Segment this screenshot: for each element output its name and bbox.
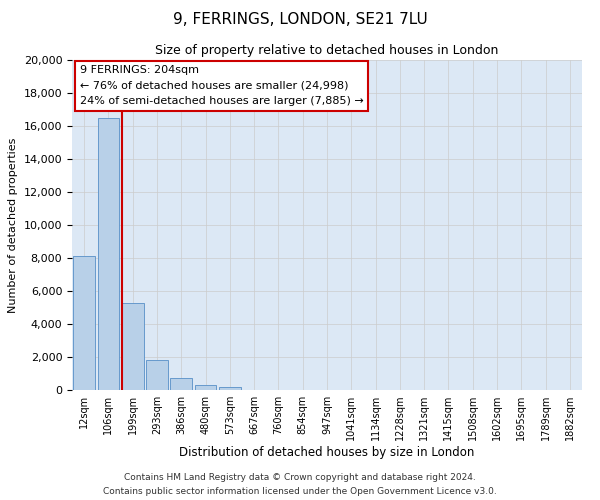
Text: 9, FERRINGS, LONDON, SE21 7LU: 9, FERRINGS, LONDON, SE21 7LU bbox=[173, 12, 427, 28]
Bar bbox=[219, 386, 241, 390]
Text: Contains public sector information licensed under the Open Government Licence v3: Contains public sector information licen… bbox=[103, 488, 497, 496]
Title: Size of property relative to detached houses in London: Size of property relative to detached ho… bbox=[155, 44, 499, 58]
Y-axis label: Number of detached properties: Number of detached properties bbox=[8, 138, 18, 312]
Bar bbox=[170, 378, 192, 390]
Bar bbox=[122, 302, 143, 390]
X-axis label: Distribution of detached houses by size in London: Distribution of detached houses by size … bbox=[179, 446, 475, 459]
Text: Contains HM Land Registry data © Crown copyright and database right 2024.: Contains HM Land Registry data © Crown c… bbox=[124, 472, 476, 482]
Text: 9 FERRINGS: 204sqm
← 76% of detached houses are smaller (24,998)
24% of semi-det: 9 FERRINGS: 204sqm ← 76% of detached hou… bbox=[80, 65, 364, 106]
Bar bbox=[146, 360, 168, 390]
Bar bbox=[97, 118, 119, 390]
Bar bbox=[194, 385, 217, 390]
Bar bbox=[73, 256, 95, 390]
